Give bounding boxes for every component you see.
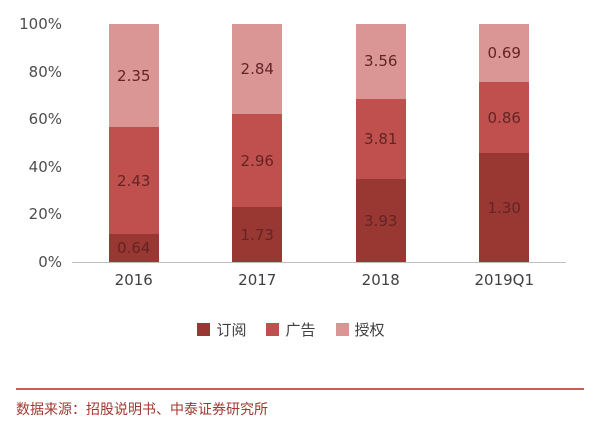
source-footer: 数据来源：招股说明书、中泰证券研究所 [16, 388, 584, 419]
legend-label: 广告 [285, 321, 316, 339]
bar-segment: 3.56 [355, 24, 406, 99]
x-tick-label: 2019Q1 [474, 271, 535, 289]
bar-segment: 2.96 [232, 113, 283, 208]
legend: 订阅 广告 授权 [16, 319, 566, 340]
legend-item: 订阅 [197, 319, 246, 340]
plot-area: 2.35 2.43 0.64 2.84 2.96 1.73 3.56 3.81 3.93 0.69… [72, 24, 566, 289]
stacked-bar: 0.69 0.86 1.30 [479, 24, 530, 262]
x-tick-label: 2018 [361, 271, 400, 289]
bar-value-label: 0.86 [487, 108, 521, 127]
bar-segment: 3.93 [355, 179, 406, 262]
legend-label: 订阅 [216, 321, 247, 339]
stacked-bar: 3.56 3.81 3.93 [355, 24, 406, 262]
bar-segment: 2.84 [232, 24, 283, 114]
bar-segment: 1.30 [479, 153, 530, 262]
x-tick-label: 2016 [114, 271, 153, 289]
legend-swatch [197, 323, 211, 336]
bar-value-label: 3.56 [364, 52, 398, 71]
x-tick-label: 2017 [238, 271, 277, 289]
y-tick-label: 20% [28, 205, 62, 224]
y-tick-label: 100% [19, 15, 62, 33]
bar-column: 3.56 3.81 3.93 [319, 24, 443, 262]
y-tick-label: 40% [28, 157, 62, 176]
divider-line [16, 388, 584, 390]
y-tick-label: 80% [28, 62, 62, 81]
y-tick-label: 0% [38, 253, 62, 271]
bar-value-label: 0.69 [487, 43, 521, 62]
x-axis: 2016 2017 2018 2019Q1 [72, 271, 566, 289]
bar-value-label: 2.96 [240, 151, 274, 170]
bars-area: 2.35 2.43 0.64 2.84 2.96 1.73 3.56 3.81 3.93 0.69… [72, 24, 566, 263]
bar-column: 0.69 0.86 1.30 [443, 24, 567, 262]
bar-segment: 0.86 [479, 81, 530, 154]
bar-value-label: 2.43 [117, 171, 151, 190]
stacked-bar: 2.84 2.96 1.73 [232, 24, 283, 262]
bar-column: 2.35 2.43 0.64 [72, 24, 196, 262]
source-text: 数据来源：招股说明书、中泰证券研究所 [16, 402, 268, 418]
y-tick-label: 60% [28, 110, 62, 129]
bar-value-label: 3.81 [364, 130, 398, 149]
bar-value-label: 2.35 [117, 66, 151, 85]
bar-value-label: 0.64 [117, 238, 151, 257]
bar-segment: 2.43 [108, 127, 159, 234]
bar-value-label: 2.84 [240, 59, 274, 78]
bar-segment: 2.35 [108, 24, 159, 128]
bar-segment: 0.64 [108, 233, 159, 262]
bar-value-label: 1.73 [240, 225, 274, 244]
bar-value-label: 1.30 [487, 198, 521, 217]
legend-label: 授权 [354, 321, 385, 339]
bar-segment: 3.81 [355, 98, 406, 180]
bar-segment: 1.73 [232, 207, 283, 262]
legend-swatch [266, 323, 280, 336]
plot-row: 100% 80% 60% 40% 20% 0% 2.35 2.43 0.64 2.84 2.96 1… [16, 16, 566, 289]
bar-column: 2.84 2.96 1.73 [196, 24, 320, 262]
bar-segment: 0.69 [479, 24, 530, 82]
legend-item: 广告 [266, 319, 316, 340]
stacked-bar-chart: 100% 80% 60% 40% 20% 0% 2.35 2.43 0.64 2.84 2.96 1… [16, 16, 566, 340]
legend-item: 授权 [335, 319, 385, 340]
stacked-bar: 2.35 2.43 0.64 [108, 24, 159, 262]
bar-value-label: 3.93 [364, 211, 398, 230]
legend-swatch [335, 323, 349, 336]
y-axis: 100% 80% 60% 40% 20% 0% [16, 16, 72, 270]
